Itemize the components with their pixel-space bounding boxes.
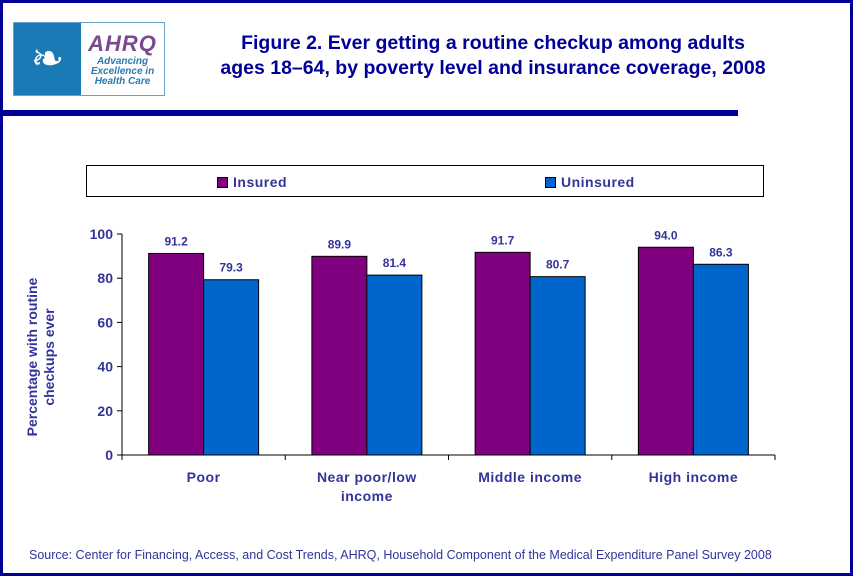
bar-insured — [311, 255, 368, 456]
bar-insured — [474, 251, 531, 456]
bar-uninsured — [529, 276, 586, 456]
y-tick-label: 0 — [105, 447, 113, 463]
bar-uninsured — [692, 263, 749, 456]
source-note: Source: Center for Financing, Access, an… — [29, 548, 772, 562]
y-tick-label: 80 — [97, 270, 113, 286]
x-tick-label: Near poor/low — [317, 469, 417, 485]
y-tick-label: 40 — [97, 359, 113, 375]
bar-uninsured — [203, 279, 260, 456]
data-label: 89.9 — [328, 237, 352, 251]
legend-swatch-insured — [217, 176, 228, 188]
title-line-1: Figure 2. Ever getting a routine checkup… — [241, 32, 745, 54]
data-label: 86.3 — [709, 245, 733, 259]
tagline-2: Excellence in — [90, 66, 155, 77]
legend-swatch-uninsured — [545, 176, 556, 188]
chart-legend: Insured Uninsured — [86, 165, 764, 197]
ahrq-logo: ❧ AHRQ Advancing Excellence in Health Ca… — [13, 22, 165, 96]
x-tick-label: High income — [649, 469, 739, 485]
ahrq-brand: AHRQ — [88, 31, 157, 56]
bar-chart: 0 20 40 60 80 100 91.2 79.3 Poor 89.9 81.4 Near poo… — [90, 226, 776, 504]
tagline-3: Health Care — [94, 76, 151, 87]
legend-label-uninsured: Uninsured — [561, 174, 635, 190]
bar-insured — [637, 246, 694, 456]
legend-insured: Insured — [217, 174, 287, 190]
y-tick-label: 60 — [97, 314, 113, 330]
data-label: 80.7 — [546, 258, 570, 272]
data-label: 79.3 — [219, 261, 243, 275]
data-label: 91.7 — [491, 233, 515, 247]
tagline-1: Advancing — [96, 56, 149, 67]
header-divider — [3, 110, 738, 116]
data-label: 81.4 — [383, 256, 407, 270]
x-tick-label: income — [341, 488, 393, 504]
x-tick-label: Poor — [187, 469, 221, 485]
y-tick-label: 20 — [97, 403, 113, 419]
bar-insured — [148, 252, 205, 456]
hhs-eagle-icon: ❧ — [14, 23, 81, 95]
figure-title: Figure 2. Ever getting a routine checkup… — [193, 31, 793, 81]
bar-uninsured — [366, 274, 423, 456]
data-label: 94.0 — [654, 228, 678, 242]
x-tick-label: Middle income — [478, 469, 582, 485]
y-tick-label: 100 — [90, 226, 114, 242]
legend-uninsured: Uninsured — [545, 174, 635, 190]
data-label: 91.2 — [164, 234, 188, 248]
legend-label-insured: Insured — [233, 174, 288, 190]
title-line-2: ages 18–64, by poverty level and insuran… — [220, 57, 766, 79]
